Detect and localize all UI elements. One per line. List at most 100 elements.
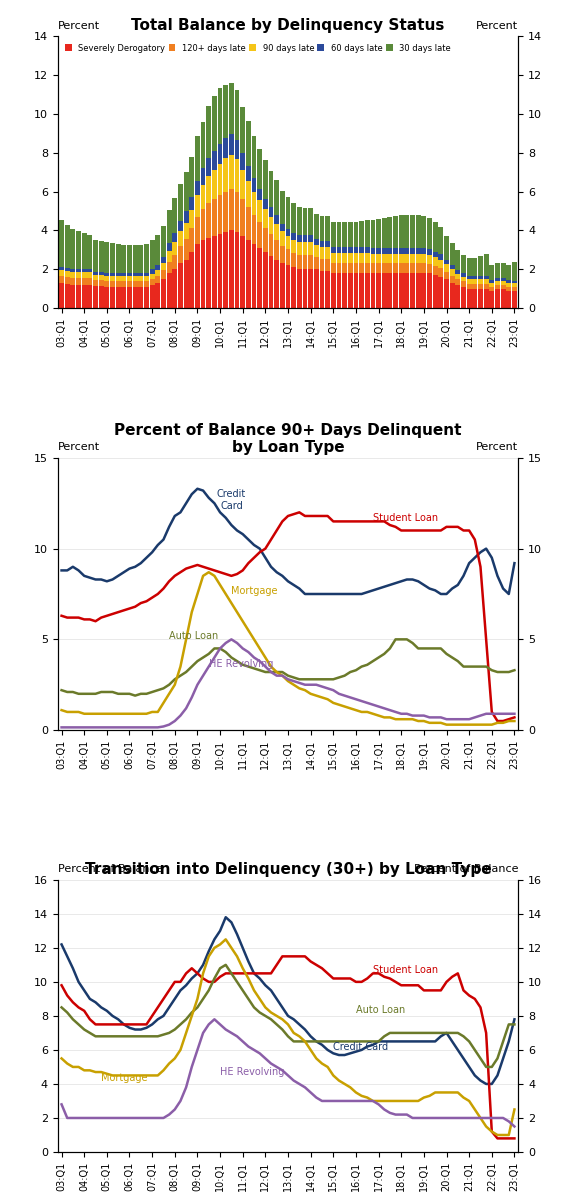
Bar [184,211,188,223]
Bar [223,158,228,192]
Bar [218,144,222,164]
Bar [314,239,319,245]
Bar [98,271,104,275]
Bar [138,281,143,287]
Bar [161,270,166,280]
Bar [223,233,228,308]
Bar [190,252,194,308]
Bar [82,269,86,272]
Bar [376,274,381,308]
Text: Percent of Balance: Percent of Balance [414,864,518,875]
Bar [342,222,347,247]
Bar [195,136,200,181]
Bar [116,272,120,276]
Bar [291,268,296,308]
Bar [501,289,506,308]
Bar [393,248,398,253]
Bar [456,284,460,308]
Bar [512,262,517,281]
Bar [280,246,285,264]
Bar [438,227,444,254]
Bar [229,188,234,230]
Bar [422,264,426,274]
Bar [472,284,478,289]
Text: Mortgage: Mortgage [232,586,278,596]
Bar [393,253,398,264]
Bar [302,209,308,235]
Bar [110,276,115,281]
Bar [240,154,245,170]
Bar [104,287,109,308]
Bar [450,276,454,283]
Bar [365,253,370,263]
Bar [274,215,279,223]
Bar [286,197,290,229]
Bar [484,280,488,284]
Bar [416,264,420,274]
Bar [229,155,234,188]
Bar [263,209,268,228]
Bar [218,89,222,144]
Bar [320,271,324,308]
Bar [65,284,70,308]
Text: HE Revolving: HE Revolving [209,659,273,668]
Bar [404,253,410,264]
Bar [331,247,336,253]
Bar [416,215,420,248]
Bar [223,85,228,138]
Bar [314,257,319,269]
Bar [144,276,149,281]
Bar [190,210,194,228]
Bar [127,287,132,308]
Bar [291,240,296,253]
Bar [450,269,454,276]
Bar [404,264,410,274]
Bar [132,287,138,308]
Bar [132,245,138,272]
Bar [286,265,290,308]
Bar [331,253,336,263]
Bar [138,245,143,272]
Bar [438,254,444,259]
Bar [150,284,154,308]
Text: Credit Card: Credit Card [334,1042,388,1052]
Bar [490,280,494,283]
Bar [82,284,86,308]
Bar [246,208,251,240]
Bar [161,280,166,308]
Bar [484,284,488,289]
Bar [268,170,274,208]
Bar [501,263,506,278]
Bar [456,251,460,270]
Bar [359,221,364,247]
Bar [166,210,172,242]
Bar [388,248,392,253]
Bar [365,263,370,274]
Bar [382,253,386,264]
Bar [484,253,488,276]
Bar [404,248,410,253]
Bar [200,240,206,308]
Bar [280,264,285,308]
Text: Percent: Percent [476,20,518,30]
Title: Transition into Delinquency (30+) by Loan Type: Transition into Delinquency (30+) by Loa… [85,863,491,877]
Bar [76,284,81,308]
Bar [127,272,132,276]
Bar [506,287,511,290]
Bar [286,229,290,236]
Bar [388,264,392,274]
Bar [467,284,472,289]
Bar [223,138,228,158]
Bar [388,274,392,308]
Bar [348,222,353,247]
Bar [88,278,92,284]
Bar [161,226,166,257]
Bar [342,247,347,253]
Bar [195,181,200,196]
Bar [178,246,183,264]
Bar [314,269,319,308]
Bar [506,265,511,280]
Bar [274,240,279,259]
Bar [274,259,279,308]
Bar [184,259,188,308]
